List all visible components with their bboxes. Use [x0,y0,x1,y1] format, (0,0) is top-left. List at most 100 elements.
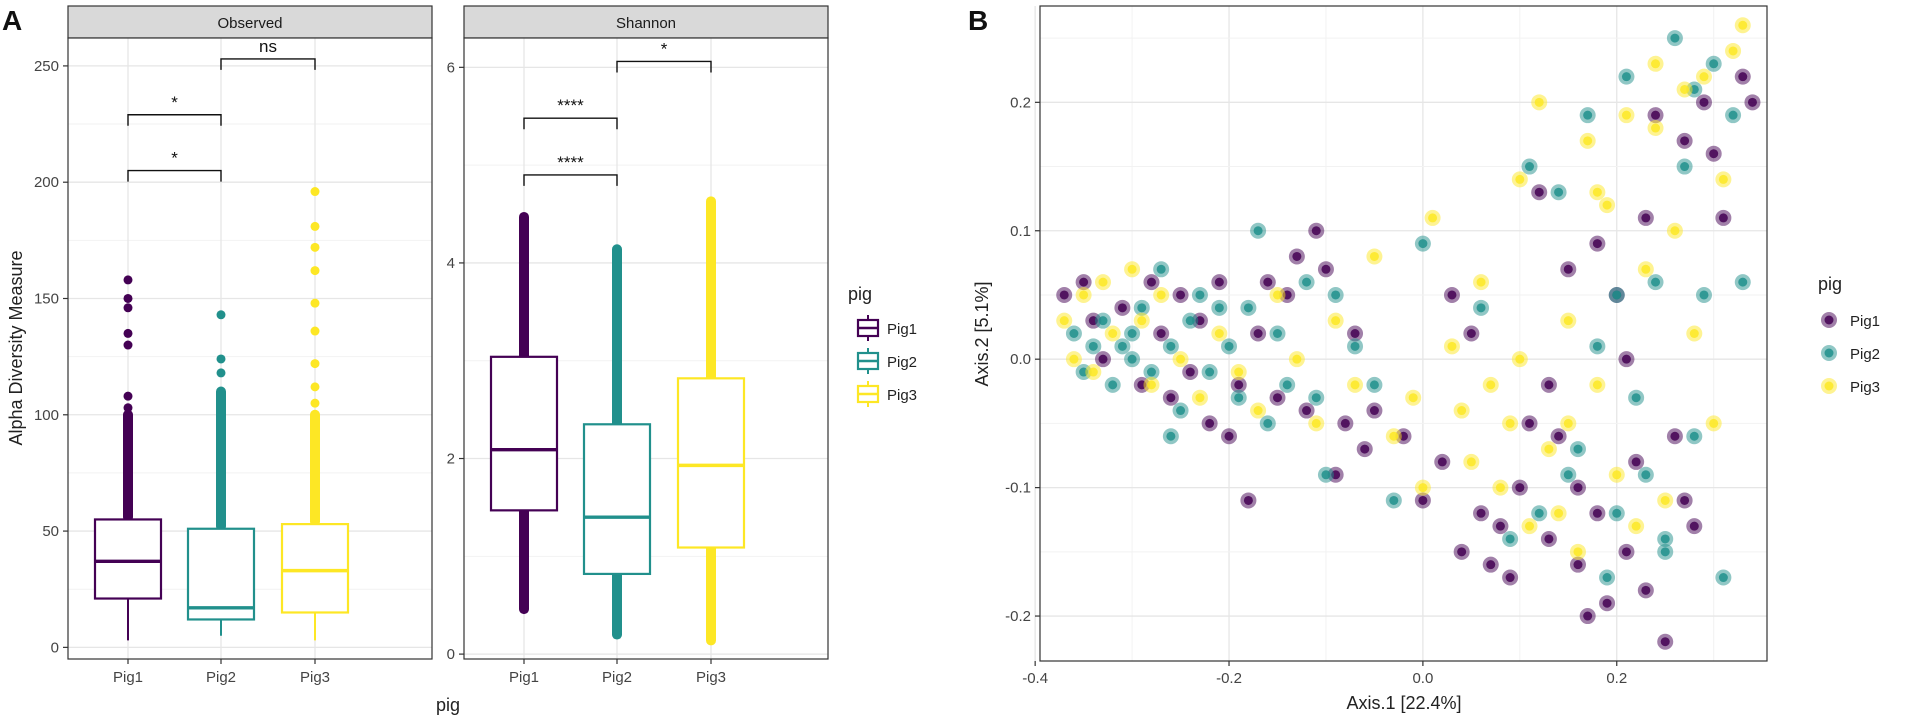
data-point [1127,264,1137,274]
data-point [1554,431,1564,441]
panel-a-legend-title: pig [848,284,872,304]
data-point [1728,46,1738,56]
data-point [1680,495,1690,505]
data-point [1321,264,1331,274]
data-point [1621,110,1631,120]
data-point [1253,329,1263,338]
data-point [1689,521,1699,531]
data-point [1515,174,1525,184]
data-point [1418,483,1428,493]
data-point [1214,277,1224,287]
pcoa-panel: -0.4 -0.2 0.0 0.2 -0.2 -0.1 0.0 0.1 0.2 Axis.1 [… [972,5,1768,713]
outlier-point [310,221,320,231]
data-point [1185,367,1195,377]
outlier-point [310,382,320,392]
bracket-line [616,60,712,73]
box-pig2 [582,244,652,640]
outlier-point [123,340,133,350]
data-point [1515,483,1525,493]
shannon-boxplots [489,196,746,646]
data-point [1311,418,1321,428]
legend-label: Pig3 [1850,379,1880,396]
data-point [1563,470,1573,480]
data-point [1457,547,1467,557]
data-point [1738,277,1748,287]
data-point [1612,508,1622,518]
data-point [1369,380,1379,390]
series-pig1 [1056,68,1761,650]
data-point [1554,187,1564,197]
panel-a-x-axis-title: pig [436,695,460,715]
outlier-point [216,310,226,320]
data-point [1544,380,1554,390]
legend-label: Pig1 [1850,313,1880,330]
legend-item-pig3: Pig3 [1821,378,1880,396]
observed-significance: * * ns [127,37,316,182]
observed-boxplots [93,187,350,641]
data-point [1602,598,1612,608]
data-point [1166,393,1176,403]
observed-strip [67,5,433,39]
data-point [1660,547,1670,557]
data-point [1544,444,1554,454]
pcoa-y-axis-title: Axis.2 [5.1%] [972,281,992,386]
data-point [1457,406,1467,416]
x-tick-label: -0.2 [1216,670,1242,687]
data-point [1505,534,1515,544]
data-point [1292,251,1302,261]
data-point [1534,187,1544,197]
data-point [1418,239,1428,249]
legend-label: Pig2 [887,354,917,371]
data-point [1176,406,1186,416]
y-tick-label: 50 [42,523,59,540]
data-point [1272,290,1282,300]
y-tick-label: 0.1 [1010,223,1031,240]
data-point [1563,316,1573,326]
data-point [1680,84,1690,94]
data-point [1311,226,1321,236]
data-point [1195,290,1205,300]
data-point [1079,277,1089,287]
data-point [1146,277,1156,287]
data-point [1486,560,1496,570]
outlier-point [310,326,320,336]
data-point [1544,534,1554,544]
data-point [1098,316,1108,326]
outlier-point [310,398,320,408]
data-point [1592,341,1602,351]
box-pig1 [93,275,163,641]
data-point [1176,354,1186,364]
legend-label: Pig1 [887,321,917,338]
data-point [1660,495,1670,505]
significance-label: * [171,93,178,112]
data-point [1098,277,1108,287]
data-point [1573,560,1583,570]
data-point [1369,406,1379,416]
data-point [1612,470,1622,480]
outlier-point [216,368,226,378]
data-point [1185,316,1195,326]
legend-label: Pig2 [1850,346,1880,363]
data-point [1631,393,1641,403]
legend-key-point [1824,348,1834,358]
pcoa-plot-border [1039,5,1768,662]
significance-bracket: **** [523,96,618,130]
data-point [1651,110,1661,120]
data-point [1583,136,1593,146]
data-point [1108,329,1118,338]
data-point [1495,483,1505,493]
data-point [1059,290,1069,300]
significance-label: ns [259,37,277,56]
significance-bracket: **** [523,153,618,186]
pcoa-axes: -0.4 -0.2 0.0 0.2 -0.2 -0.1 0.0 0.1 0.2 [1005,94,1627,687]
observed-panel: Observed * * ns 0 50 100 150 200 250 Pig1 Pig2 Pig… [34,5,433,686]
data-point [1612,290,1622,300]
data-point [1302,406,1312,416]
data-point [1495,521,1505,531]
box-pig1 [489,211,559,615]
data-point [1718,174,1728,184]
outlier-point [310,266,320,276]
data-point [1573,444,1583,454]
data-point [1428,213,1438,223]
data-point [1525,418,1535,428]
